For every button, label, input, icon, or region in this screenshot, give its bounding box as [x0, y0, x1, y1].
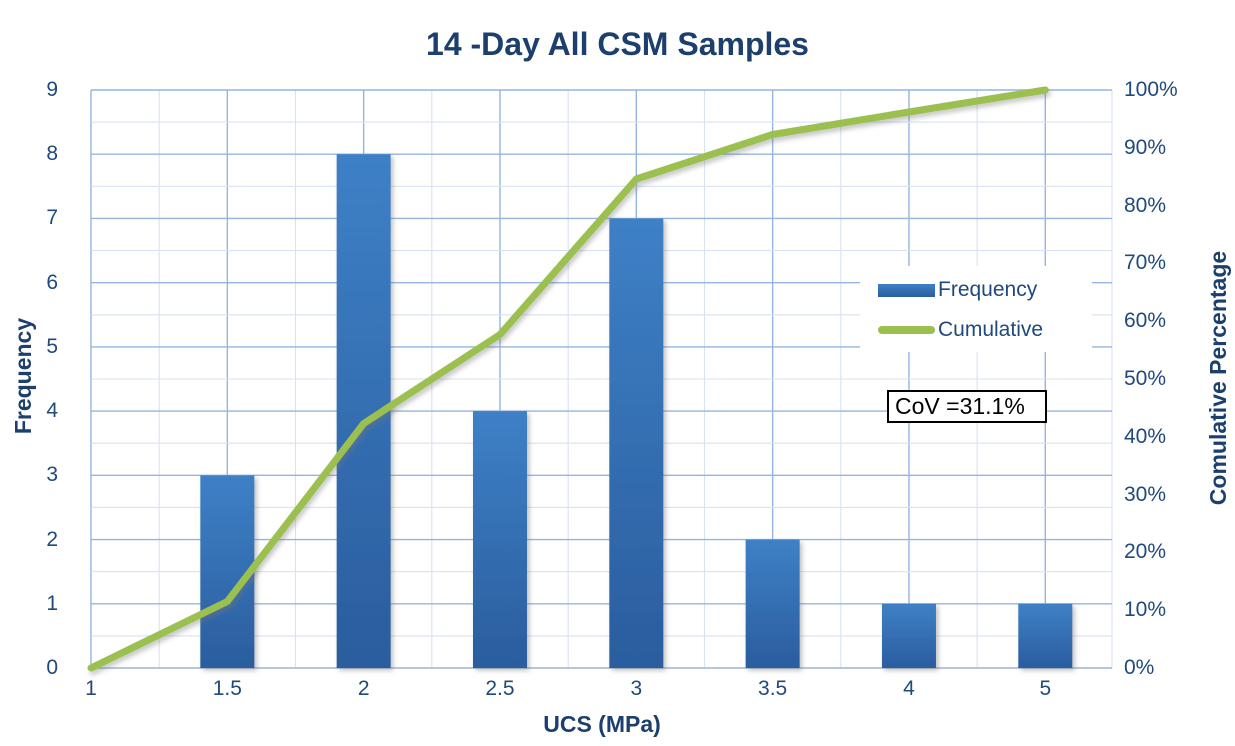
x-tick-label: 2.5: [485, 677, 515, 700]
y-tick-label: 1: [46, 591, 58, 615]
right-tick-label: 40%: [1124, 424, 1167, 448]
frequency-bar: [1018, 603, 1073, 668]
y-axis-title-left: Frequency: [10, 317, 36, 435]
y-axis-title-right: Comulative Percentage: [1205, 250, 1231, 506]
chart-title: 14 -Day All CSM Samples: [426, 26, 809, 62]
right-tick-label: 60%: [1124, 309, 1167, 333]
frequency-bar: [881, 603, 936, 668]
line-swatch-icon: [878, 326, 935, 334]
bar-swatch-icon: [878, 283, 935, 297]
x-tick-label: 4: [903, 677, 915, 700]
frequency-bar: [200, 475, 255, 668]
right-tick-label: 0%: [1124, 656, 1155, 679]
frequency-bar: [472, 411, 527, 668]
frequency-bar: [745, 539, 800, 668]
right-tick-label: 10%: [1124, 598, 1167, 622]
y-tick-label: 9: [46, 78, 58, 101]
right-tick-label: 30%: [1124, 482, 1167, 506]
x-axis-title: UCS (MPa): [543, 711, 661, 737]
right-tick-label: 90%: [1124, 135, 1167, 159]
y-tick-label: 0: [46, 656, 58, 679]
y-tick-label: 5: [46, 334, 58, 358]
y-tick-label: 8: [46, 142, 58, 166]
x-tick-label: 3: [630, 677, 643, 700]
y-tick-label: 4: [46, 399, 58, 423]
right-tick-label: 100%: [1124, 78, 1178, 101]
legend-label-cumulative: Cumulative: [938, 318, 1044, 341]
x-tick-label: 1.5: [212, 677, 242, 700]
legend-item-frequency: Frequency: [878, 278, 1037, 302]
legend-label-frequency: Frequency: [938, 278, 1038, 301]
right-tick-label: 70%: [1124, 251, 1167, 275]
legend-item-cumulative: Cumulative: [878, 318, 1043, 342]
x-tick-label: 2: [357, 677, 370, 700]
cumulative-line: [87, 86, 1049, 672]
right-tick-label: 80%: [1124, 193, 1167, 217]
y-tick-label: 7: [46, 206, 58, 230]
y-tick-label: 2: [46, 527, 58, 551]
right-tick-label: 50%: [1124, 367, 1167, 390]
cov-annotation: CoV =31.1%: [887, 390, 1047, 423]
right-tick-label: 20%: [1124, 540, 1167, 564]
x-tick-label: 3.5: [758, 677, 788, 700]
x-tick-label: 1: [85, 677, 97, 700]
y-tick-label: 3: [46, 463, 58, 487]
y-tick-label: 6: [46, 270, 58, 294]
legend: Frequency Cumulative: [860, 266, 1092, 352]
x-tick-label: 5: [1039, 677, 1052, 700]
frequency-bar: [609, 218, 664, 668]
